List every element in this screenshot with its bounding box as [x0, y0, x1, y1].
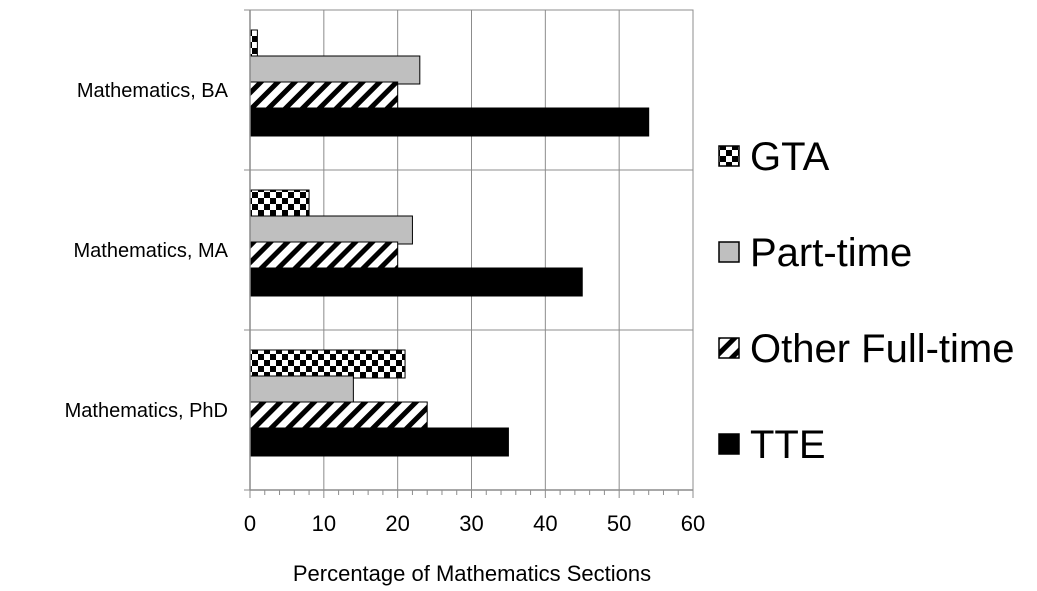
axes — [244, 9, 694, 498]
bar-tte-1 — [249, 107, 650, 137]
legend-label: Part-time — [750, 231, 912, 275]
bar-other-full-time-2 — [249, 241, 399, 271]
bar-tte-2 — [249, 267, 583, 297]
legend-swatch-part-time — [718, 241, 740, 263]
bar-other-full-time-1 — [249, 81, 399, 111]
legend-label: Other Full-time — [750, 327, 1015, 371]
x-axis-title: Percentage of Mathematics Sections — [293, 561, 651, 586]
legend: GTA Part-time Other Full-time TTE — [718, 135, 1015, 467]
legend-swatch-gta — [718, 145, 740, 167]
category-label: Mathematics, PhD — [65, 400, 228, 422]
legend-label: GTA — [750, 135, 830, 179]
x-tick-labels: 0 10 20 30 40 50 60 — [244, 511, 705, 536]
bar-gta-3 — [249, 349, 406, 379]
bar-part-time-2 — [249, 215, 413, 245]
legend-label: TTE — [750, 423, 826, 467]
x-tick-label: 50 — [607, 511, 631, 536]
x-tick-label: 10 — [312, 511, 336, 536]
category-label: Mathematics, BA — [77, 80, 229, 102]
x-tick-label: 30 — [459, 511, 483, 536]
bar-part-time-1 — [249, 55, 421, 85]
category-label: Mathematics, MA — [74, 240, 229, 262]
bar-tte-3 — [249, 427, 509, 457]
x-tick-label: 20 — [385, 511, 409, 536]
category-labels: Mathematics, BA Mathematics, MA Mathematic… — [65, 80, 229, 422]
bar-other-full-time-3 — [249, 401, 428, 431]
x-tick-label: 60 — [681, 511, 705, 536]
legend-swatch-tte — [718, 433, 740, 455]
bar-part-time-3 — [249, 375, 354, 405]
legend-swatch-other-full-time — [718, 337, 740, 359]
bar-gta-2 — [249, 189, 310, 219]
bars — [249, 29, 650, 457]
x-tick-label: 40 — [533, 511, 557, 536]
x-tick-label: 0 — [244, 511, 256, 536]
bar-gta-1 — [249, 29, 258, 59]
